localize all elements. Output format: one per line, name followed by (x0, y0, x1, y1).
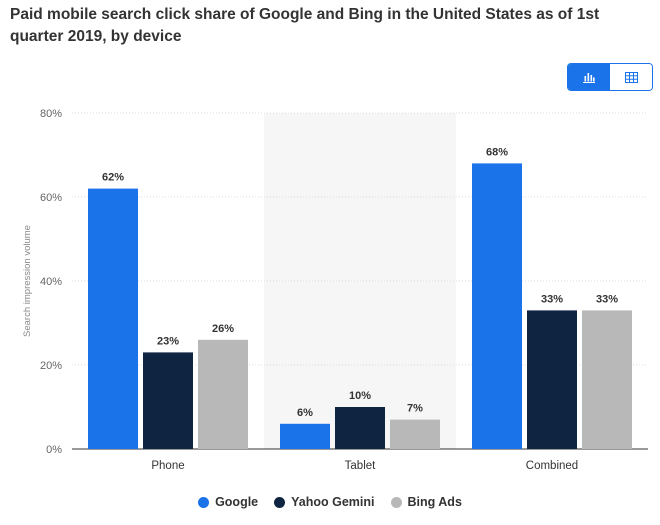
bar (335, 407, 385, 449)
x-tick-label: Combined (526, 460, 578, 472)
bar (198, 339, 248, 449)
bar (527, 310, 577, 449)
data-label: 26% (212, 323, 234, 335)
data-label: 68% (486, 146, 508, 158)
table-view-button[interactable] (610, 64, 652, 90)
y-tick-label: 0% (46, 444, 62, 456)
data-label: 33% (596, 293, 618, 305)
legend-item[interactable]: Google (198, 495, 258, 509)
data-label: 6% (297, 407, 313, 419)
legend-swatch (390, 496, 402, 508)
bar (143, 352, 193, 449)
bar (390, 419, 440, 449)
legend-swatch (198, 496, 210, 508)
bar (472, 163, 522, 449)
y-tick-label: 80% (40, 108, 62, 120)
y-tick-label: 20% (40, 360, 62, 372)
data-label: 10% (349, 390, 371, 402)
legend-label: Bing Ads (407, 495, 462, 509)
bar (88, 188, 138, 449)
bar (582, 310, 632, 449)
chart-view-button[interactable] (568, 64, 610, 90)
view-toggle (567, 63, 653, 91)
y-tick-label: 60% (40, 192, 62, 204)
bar-chart: 0% 20% 40% 60% 80% Search impression volume 62… (22, 108, 648, 472)
data-label: 23% (157, 335, 179, 347)
legend-label: Google (215, 495, 259, 509)
legend-item[interactable]: Bing Ads (390, 495, 462, 509)
bar-chart-icon (583, 73, 595, 83)
data-label: 33% (541, 293, 563, 305)
legend-item[interactable]: Yahoo Gemini (274, 495, 375, 509)
data-label: 7% (407, 403, 423, 415)
legend-label: Yahoo Gemini (291, 495, 375, 509)
data-label: 62% (102, 172, 124, 184)
bar (280, 423, 330, 449)
chart-title: Paid mobile search click share of Google… (10, 6, 600, 45)
y-tick-label: 40% (40, 276, 62, 288)
x-tick-label: Tablet (345, 460, 376, 472)
chart-legend: Google Yahoo Gemini Bing Ads (0, 495, 660, 509)
table-icon (624, 71, 638, 83)
x-tick-label: Phone (151, 460, 184, 472)
y-axis-label: Search impression volume (22, 225, 33, 337)
legend-swatch (274, 496, 286, 508)
